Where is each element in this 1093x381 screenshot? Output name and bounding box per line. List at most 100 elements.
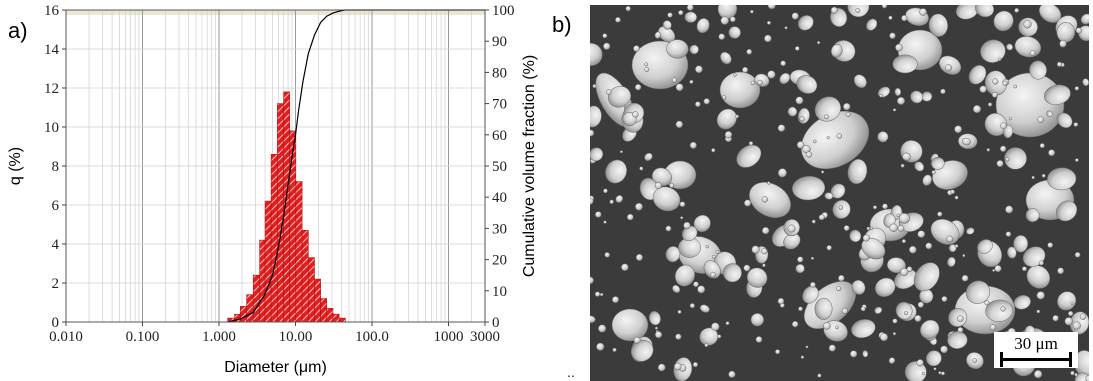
- sem-particle: [791, 12, 799, 20]
- sem-particle: [845, 112, 851, 117]
- sem-particle: [902, 152, 911, 161]
- sem-particle: [605, 159, 627, 184]
- sem-particle: [828, 344, 836, 352]
- sem-particle: [635, 253, 643, 261]
- sem-particle: [728, 26, 741, 39]
- sem-particle: [910, 90, 923, 104]
- sem-particle: [1079, 313, 1087, 320]
- sem-particle: [938, 371, 942, 375]
- sem-particle: [703, 98, 710, 105]
- sem-particle: [634, 84, 642, 91]
- sem-particle: [940, 345, 948, 354]
- sem-particle: [937, 211, 943, 217]
- sem-particle: [596, 342, 605, 351]
- sem-particle: [669, 183, 675, 188]
- histogram-bar: [289, 130, 297, 323]
- sem-particle: [973, 105, 982, 114]
- sem-particle: [799, 116, 805, 122]
- y-tick-label: 12: [44, 81, 59, 97]
- stray-mark: ..: [567, 364, 575, 380]
- sem-particle: [1039, 143, 1045, 149]
- sem-particle: [944, 64, 953, 72]
- sem-particle: [1031, 175, 1035, 180]
- sem-particle: [966, 227, 975, 235]
- sem-particle: [654, 331, 663, 339]
- sem-particle: [595, 211, 602, 218]
- sem-particle: [930, 219, 960, 245]
- sem-particle: [675, 333, 682, 340]
- sem-particle: [1023, 20, 1032, 29]
- sem-particle: [996, 160, 1004, 168]
- sem-particle: [993, 10, 1014, 32]
- sem-particle: [1057, 291, 1077, 311]
- sem-particle: [903, 311, 909, 316]
- sem-particle: [798, 306, 803, 312]
- sem-particle: [1004, 147, 1027, 170]
- sem-particle: [666, 39, 689, 59]
- sem-particle: [665, 225, 672, 232]
- sem-particle: [1041, 173, 1046, 178]
- sem-particle: [954, 244, 959, 248]
- histogram-bar: [240, 306, 247, 323]
- sem-particle: [1074, 372, 1078, 377]
- sem-particle: [853, 74, 867, 89]
- sem-particle: [725, 321, 730, 326]
- sem-particle: [667, 12, 673, 18]
- sem-particle: [997, 57, 1002, 62]
- y2-axis-ticks: 0 10 20 30 40 50 60 70 80 90 100: [485, 3, 515, 331]
- sem-particle: [850, 350, 858, 358]
- sem-particle: [1005, 205, 1014, 214]
- histogram-bar: [270, 154, 278, 323]
- sem-particle: [834, 325, 839, 330]
- sem-particle: [999, 145, 1007, 152]
- sem-particle: [735, 114, 739, 119]
- sem-particle: [870, 226, 874, 230]
- sem-particle: [866, 18, 878, 31]
- sem-particle: [823, 322, 831, 330]
- sem-particle: [775, 349, 781, 355]
- sem-particle: [872, 205, 878, 210]
- sem-particle: [639, 166, 644, 171]
- sem-particle: [975, 5, 995, 18]
- sem-particle: [931, 170, 936, 175]
- sem-particle: [619, 150, 623, 154]
- sem-particle: [767, 70, 776, 79]
- sem-particle: [1029, 60, 1047, 80]
- panel-a-label: a): [8, 18, 28, 43]
- sem-particle: [722, 263, 742, 283]
- sem-particle: [762, 226, 770, 235]
- sem-particle: [1072, 321, 1081, 330]
- sem-particle: [1002, 80, 1008, 86]
- sem-particle: [590, 43, 603, 67]
- sem-particle: [792, 321, 799, 328]
- sem-particle: [736, 144, 762, 168]
- sem-particle: [888, 357, 896, 364]
- sem-particle: [892, 332, 897, 336]
- panel-b-label: b): [552, 12, 572, 37]
- sem-particle: [1056, 200, 1078, 222]
- sem-particle: [746, 48, 753, 55]
- sem-particle: [830, 183, 846, 199]
- y-tick-label: 16: [44, 3, 60, 19]
- sem-particle: [818, 214, 825, 221]
- sem-particle: [787, 224, 796, 233]
- sem-particle: [898, 213, 910, 224]
- sem-particle: [877, 86, 891, 98]
- sem-particle: [991, 92, 998, 98]
- sem-particle: [607, 85, 631, 108]
- sem-particle: [674, 362, 682, 371]
- sem-particle: [711, 148, 716, 153]
- sem-particle: [746, 267, 768, 288]
- sem-particle: [925, 350, 942, 367]
- sem-particle: [901, 239, 906, 244]
- sem-particle: [695, 101, 701, 108]
- sem-particle: [615, 16, 621, 23]
- sem-particle: [987, 102, 993, 107]
- sem-particle: [704, 343, 709, 348]
- sem-particle: [684, 11, 697, 23]
- sem-particle: [677, 309, 682, 314]
- sem-particle: [986, 148, 991, 152]
- x-tick-label: 10.00: [279, 329, 313, 345]
- sem-particle: [862, 350, 869, 358]
- sem-particle: [648, 311, 661, 326]
